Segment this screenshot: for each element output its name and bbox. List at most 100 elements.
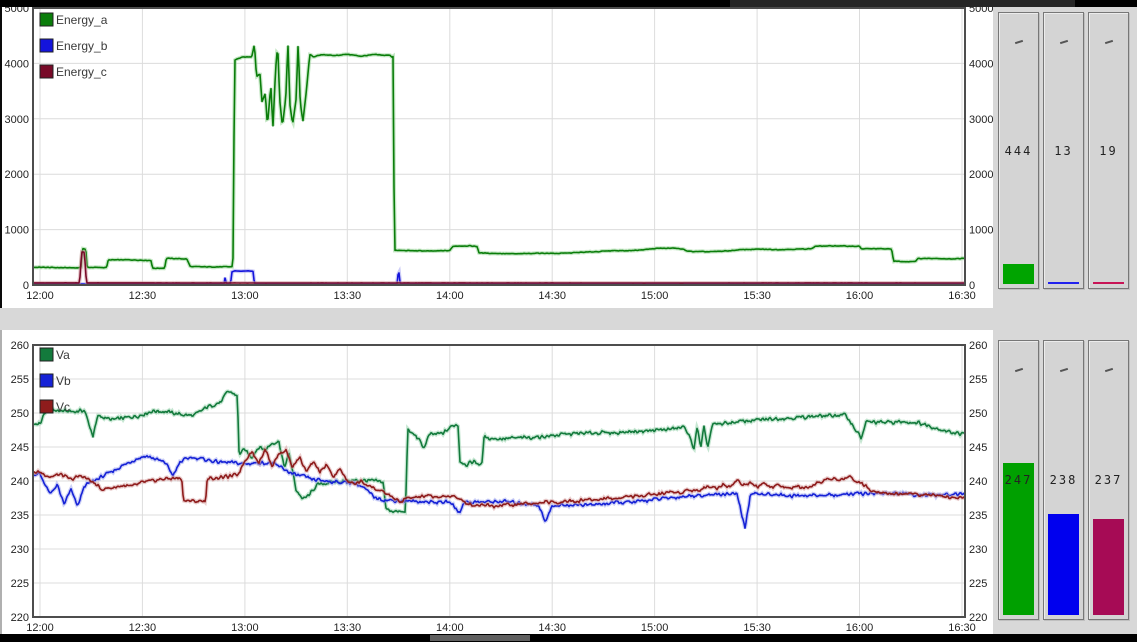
svg-text:12:00: 12:00 [26,622,54,634]
scrollbar-thumb[interactable] [430,635,530,641]
svg-text:12:30: 12:30 [129,622,157,634]
svg-text:230: 230 [11,544,29,556]
legend-label-Vc: Vc [56,400,70,414]
plot-border [32,344,966,618]
series-Energy_a-line [34,45,964,270]
voltage-chart-panel: 220 220 225 225 230 230 235 235 240 240 245 245 250 2… [0,330,993,635]
svg-text:240: 240 [969,476,987,488]
gauge-va: 247 [998,340,1039,620]
svg-text:15:30: 15:30 [743,622,771,634]
svg-text:235: 235 [969,510,987,522]
svg-text:245: 245 [11,442,29,454]
gauge-bar-va [1003,463,1034,615]
series-Energy_a-halo [34,45,964,271]
series-Vb-halo [34,453,964,529]
voltage-gauge-panel: 247 238 237 [995,335,1137,625]
svg-text:3000: 3000 [969,114,993,126]
energy-gauge-panel: 444 13 19 [995,7,1137,303]
svg-text:0: 0 [23,280,29,292]
gauge-energy-c: 19 [1088,12,1129,289]
gauge-value-energy-c: 19 [1099,143,1118,158]
gauge-value-energy-a: 444 [1004,143,1033,158]
series-Energy_c-line [34,251,964,284]
legend: Va Vb Vc [39,347,71,414]
series-Va-line [34,390,964,514]
svg-text:0: 0 [969,280,975,292]
svg-text:12:00: 12:00 [26,290,54,302]
gauge-pointer-icon [1014,367,1023,373]
window-top-edge [0,0,1137,7]
svg-text:255: 255 [11,374,29,386]
svg-text:2000: 2000 [5,169,29,181]
svg-text:4000: 4000 [5,58,29,70]
svg-text:13:30: 13:30 [334,622,362,634]
svg-text:260: 260 [969,340,987,352]
grid-lines [33,7,965,286]
gauge-value-energy-b: 13 [1054,143,1073,158]
gauge-bar-vc [1093,519,1124,615]
svg-text:16:00: 16:00 [846,622,874,634]
legend: Energy_a Energy_b Energy_c [39,12,108,79]
plot-border [32,7,966,286]
svg-text:14:00: 14:00 [436,622,464,634]
axis-tick-labels: 220 220 225 225 230 230 235 235 240 240 245 245 250 2… [11,340,988,634]
svg-text:13:00: 13:00 [231,290,259,302]
svg-text:13:00: 13:00 [231,622,259,634]
svg-text:15:00: 15:00 [641,622,669,634]
series-Vc-line [34,448,964,509]
gauge-energy-a: 444 [998,12,1039,289]
svg-text:235: 235 [11,510,29,522]
gauge-bar-energy-b [1048,282,1079,284]
svg-text:230: 230 [969,544,987,556]
window-top-edge-segment [730,0,1075,7]
gauge-bar-energy-c [1093,282,1124,284]
axis-tick-labels: 0 0 1000 1000 2000 2000 3000 3000 4000 4000 5000 50… [5,7,993,302]
voltage-trend-chart[interactable]: 220 220 225 225 230 230 235 235 240 240 245 245 250 2… [2,330,993,635]
svg-text:16:30: 16:30 [948,290,976,302]
svg-text:2000: 2000 [969,169,993,181]
legend-label-Energy_a: Energy_a [56,13,108,27]
svg-text:225: 225 [11,578,29,590]
gauge-pointer-icon [1014,39,1023,45]
energy-chart-panel: 0 0 1000 1000 2000 2000 3000 3000 4000 4000 5000 50… [0,7,993,308]
legend-swatch-Vc [39,399,54,414]
svg-text:1000: 1000 [969,225,993,237]
svg-text:1000: 1000 [5,225,29,237]
svg-text:250: 250 [969,408,987,420]
svg-text:240: 240 [11,476,29,488]
svg-text:220: 220 [969,612,987,624]
svg-text:15:00: 15:00 [641,290,669,302]
gauge-pointer-icon [1104,39,1113,45]
svg-text:14:30: 14:30 [538,290,566,302]
gauge-bar-vb [1048,513,1079,615]
svg-text:12:30: 12:30 [129,290,157,302]
gauge-value-vb: 238 [1049,473,1078,487]
svg-text:255: 255 [969,374,987,386]
svg-text:250: 250 [11,408,29,420]
legend-label-Vb: Vb [56,374,71,388]
svg-text:225: 225 [969,578,987,590]
energy-trend-chart[interactable]: 0 0 1000 1000 2000 2000 3000 3000 4000 4000 5000 50… [2,7,993,308]
gauge-pointer-icon [1059,367,1068,373]
svg-text:5000: 5000 [5,7,29,15]
legend-swatch-Va [39,347,54,362]
gauge-pointer-icon [1104,367,1113,373]
legend-label-Energy_c: Energy_c [56,65,107,79]
svg-text:16:00: 16:00 [846,290,874,302]
svg-text:4000: 4000 [969,58,993,70]
svg-text:260: 260 [11,340,29,352]
svg-text:16:30: 16:30 [948,622,976,634]
legend-label-Va: Va [56,348,70,362]
svg-text:14:00: 14:00 [436,290,464,302]
svg-text:13:30: 13:30 [334,290,362,302]
svg-text:220: 220 [11,612,29,624]
gauge-energy-b: 13 [1043,12,1084,289]
horizontal-scrollbar[interactable] [0,634,1137,642]
svg-text:245: 245 [969,442,987,454]
gauge-pointer-icon [1059,39,1068,45]
svg-text:3000: 3000 [5,114,29,126]
series-Vb-line [34,455,964,529]
svg-text:14:30: 14:30 [538,622,566,634]
legend-swatch-Energy_a [39,12,54,27]
